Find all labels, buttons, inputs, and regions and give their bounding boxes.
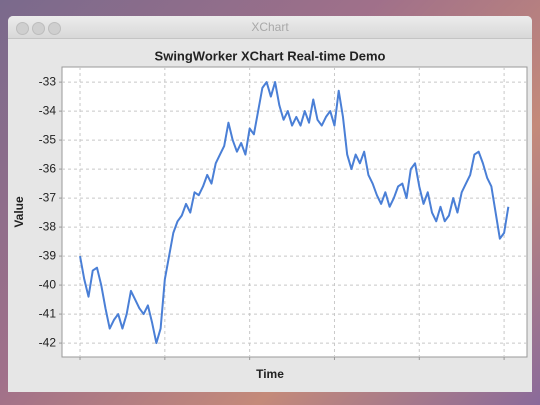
y-tick-label: -34: [39, 103, 57, 117]
y-tick-label: -35: [39, 132, 57, 146]
y-tick-label: -37: [39, 190, 57, 204]
chart: SwingWorker XChart Real-time Demo Time V…: [12, 48, 528, 381]
title-bar: XChart: [8, 16, 532, 39]
y-tick-label: -33: [39, 74, 57, 88]
y-tick-label: -36: [39, 161, 57, 175]
minimize-button[interactable]: [32, 22, 45, 35]
y-axis-label: Value: [12, 196, 26, 228]
window: XChart SwingWorker XChart Real-time Demo…: [8, 16, 532, 392]
window-title: XChart: [251, 20, 289, 34]
close-button[interactable]: [16, 22, 29, 35]
y-tick-label: -38: [39, 219, 57, 233]
chart-title: SwingWorker XChart Real-time Demo: [155, 48, 386, 63]
y-tick-label: -40: [39, 277, 57, 291]
data-line: [79, 81, 510, 345]
x-axis-label: Time: [256, 367, 284, 381]
zoom-button[interactable]: [48, 22, 61, 35]
y-tick-label: -39: [39, 248, 57, 262]
y-tick-label: -42: [39, 335, 57, 349]
y-tick-label: -41: [39, 306, 57, 320]
